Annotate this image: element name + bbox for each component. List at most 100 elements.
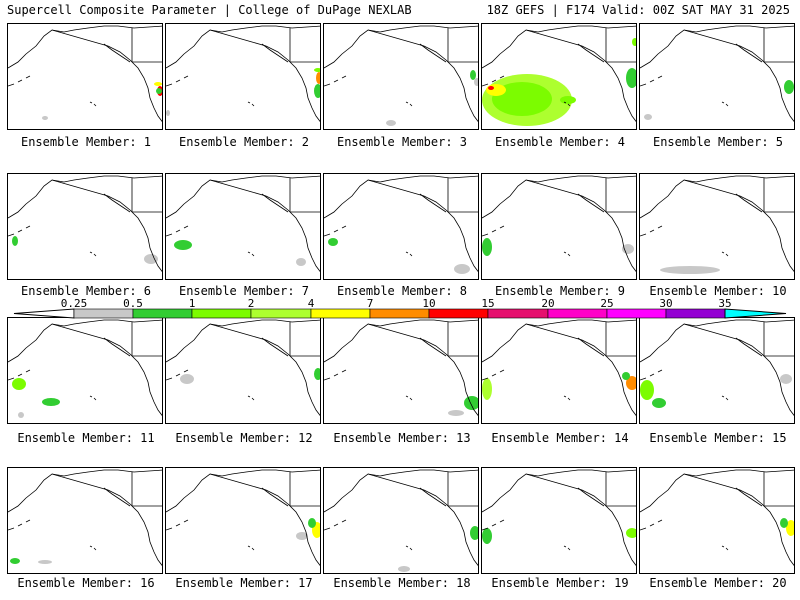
member-4-map [481,23,637,130]
scp-shading [296,258,306,266]
coastline [103,487,131,507]
coastline [683,473,794,566]
coastline [261,193,289,213]
member-15-label: Ensemble Member: 15 [649,431,787,445]
coastline [640,469,794,513]
member-1-label: Ensemble Member: 1 [20,135,152,149]
coastline [89,101,97,107]
scp-shading [780,518,788,528]
member-17-label: Ensemble Member: 17 [175,576,313,590]
map-canvas [482,25,636,126]
scp-shading [398,566,410,572]
scp-shading [308,518,316,528]
colorbar-segment [487,308,549,319]
coastline [261,337,289,357]
coastline [166,175,320,219]
scp-shading [386,120,396,126]
coastline [563,251,571,257]
map-canvas [166,469,320,566]
colorbar-left-arrow [13,308,75,319]
map-canvas [8,25,162,122]
coastline [367,323,478,416]
scp-shading [166,110,170,116]
coastline [324,519,347,531]
scp-shading [780,374,792,384]
coastline [166,225,189,237]
coastline [103,193,131,213]
coastline [419,43,447,63]
member-3-label: Ensemble Member: 3 [336,135,468,149]
coastline [405,545,413,551]
coastline [51,323,162,416]
member-3-map [323,23,479,130]
coastline [209,29,320,122]
coastline [577,193,605,213]
map-canvas [324,175,478,274]
member-9-label: Ensemble Member: 9 [494,284,626,298]
colorbar-tick-label: 15 [481,297,494,310]
member-16-label: Ensemble Member: 16 [17,576,155,590]
scp-shading [470,70,476,80]
scp-shading [626,376,636,390]
coastline [89,395,97,401]
scp-shading [314,84,320,98]
map-canvas [166,25,320,122]
coastline [209,473,320,566]
colorbar-tick-label: 1 [189,297,196,310]
scp-shading [482,378,492,400]
coastline [482,319,636,363]
map-canvas [166,175,320,272]
scp-shading [12,236,18,246]
coastline [324,469,478,513]
member-16-map [7,467,163,574]
scp-shading [314,68,320,72]
coastline [482,75,505,87]
member-18-label: Ensemble Member: 18 [333,576,471,590]
map-canvas [640,175,794,274]
coastline [51,29,162,122]
scp-shading [454,264,470,274]
model-run-info: 18Z GEFS | F174 Valid: 00Z SAT MAY 31 20… [486,3,790,17]
coastline [51,473,162,566]
colorbar-tick-label: 2 [248,297,255,310]
coastline [166,519,189,531]
coastline [683,179,794,272]
coastline [721,395,729,401]
scp-shading [174,240,192,250]
coastline [89,251,97,257]
scp-shading [492,82,552,116]
member-12-label: Ensemble Member: 12 [175,431,313,445]
coastline [735,193,763,213]
coastline [324,75,347,87]
member-6-map [7,173,163,280]
scp-shading [640,380,654,400]
coastline [482,225,505,237]
colorbar-segment [191,308,252,319]
map-canvas [8,469,162,566]
colorbar-segment [369,308,430,319]
member-20-map [639,467,795,574]
map-canvas [482,319,636,416]
scp-shading [482,238,492,256]
coastline [640,225,663,237]
member-7-label: Ensemble Member: 7 [178,284,310,298]
member-18-map [323,467,479,574]
scp-shading [464,396,478,410]
colorbar-segment [428,308,489,319]
colorbar-tick-label: 35 [718,297,731,310]
coastline [367,179,478,272]
scp-shading [18,412,24,418]
scp-shading [296,532,308,540]
coastline [525,473,636,566]
scp-shading [474,78,478,86]
coastline [735,43,763,63]
coastline [640,75,663,87]
coastline [209,323,320,416]
colorbar-segment [132,308,193,319]
coastline [166,75,189,87]
coastline [563,101,571,107]
member-12-map [165,317,321,424]
scp-shading [42,398,60,406]
coastline [577,337,605,357]
member-4-label: Ensemble Member: 4 [494,135,626,149]
